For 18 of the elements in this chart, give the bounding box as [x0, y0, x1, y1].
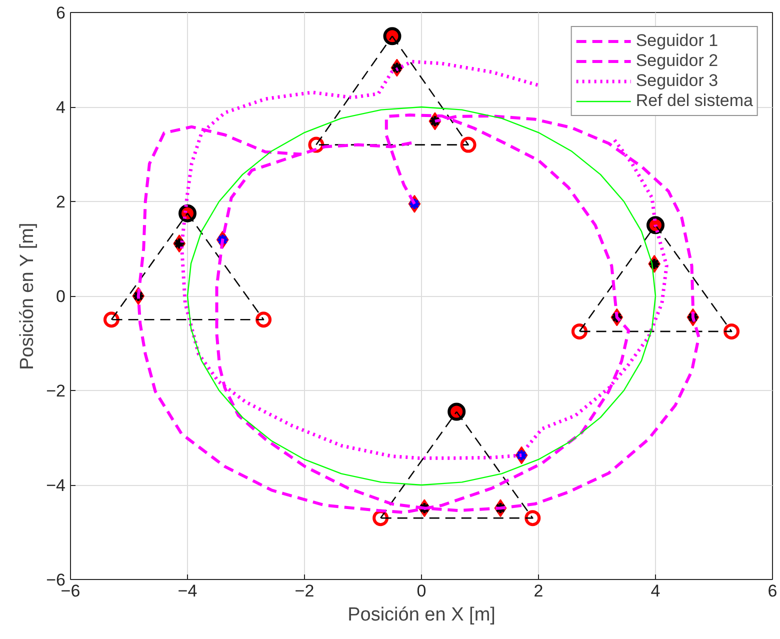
y-tick-label: 4 — [56, 98, 66, 117]
legend-label: Seguidor 1 — [636, 31, 718, 51]
x-tick-label: 2 — [534, 582, 544, 600]
y-tick-label: −2 — [46, 382, 66, 400]
y-tick-label: −4 — [46, 476, 66, 495]
y-tick-label: 6 — [56, 4, 66, 22]
x-axis-title: Posición en X [m] — [348, 604, 496, 626]
y-tick-label: 0 — [56, 287, 66, 306]
legend-label: Ref del sistema — [636, 91, 753, 111]
y-axis-title: Posición en Y [m] — [17, 222, 38, 370]
y-tick-label: 2 — [56, 192, 66, 212]
x-tick-label: 4 — [650, 582, 660, 600]
legend-label: Seguidor 2 — [636, 51, 718, 71]
x-tick-label: 6 — [768, 582, 778, 600]
legend-label: Seguidor 3 — [636, 71, 718, 91]
x-tick-label: −4 — [178, 582, 198, 600]
x-tick-label: −2 — [294, 582, 314, 600]
x-tick-label: 0 — [416, 582, 426, 600]
